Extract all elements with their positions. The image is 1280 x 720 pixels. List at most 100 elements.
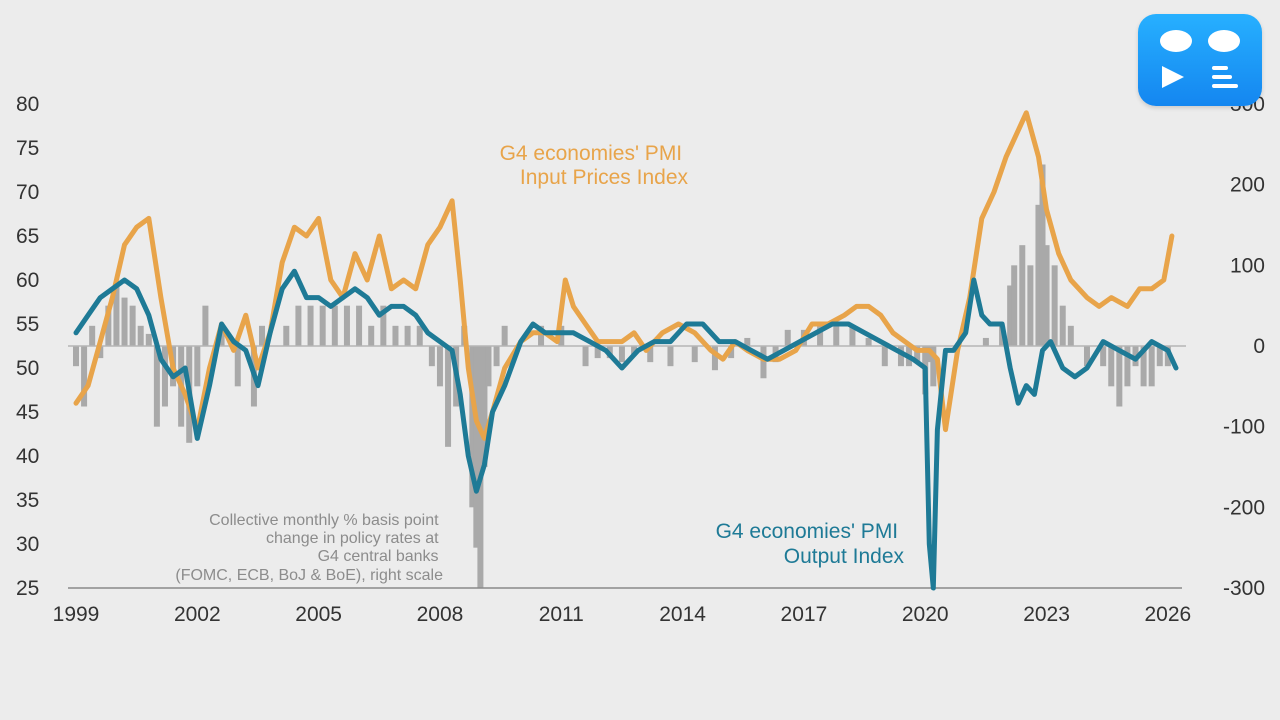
left-axis-tick-label: 55 bbox=[16, 313, 39, 336]
logo-eye-left bbox=[1160, 30, 1192, 52]
policy-rate-bar bbox=[392, 325, 399, 346]
policy-rate-bar bbox=[194, 346, 201, 387]
left-axis-tick-label: 35 bbox=[16, 489, 39, 512]
left-axis-tick-label: 60 bbox=[16, 269, 39, 292]
left-axis-tick-label: 40 bbox=[16, 445, 39, 468]
x-axis-tick-label: 2023 bbox=[1023, 603, 1070, 626]
right-axis-tick-label: -100 bbox=[1223, 416, 1265, 439]
policy-rate-bar bbox=[319, 305, 326, 346]
right-axis-ticks: 3002001000-100-200-300 bbox=[1223, 93, 1265, 600]
left-axis-tick-label: 75 bbox=[16, 137, 39, 160]
policy-rate-bar bbox=[331, 305, 338, 346]
policy-rate-bar bbox=[477, 346, 484, 588]
policy-rate-bar bbox=[930, 346, 937, 387]
right-axis-tick-label: -200 bbox=[1223, 496, 1265, 519]
left-axis-tick-label: 70 bbox=[16, 181, 39, 204]
x-axis-tick-label: 1999 bbox=[53, 603, 100, 626]
right-axis-tick-label: 0 bbox=[1253, 335, 1265, 358]
policy-rate-bar bbox=[667, 346, 674, 367]
policy-rate-bar bbox=[97, 346, 104, 359]
policy-rate-bar bbox=[129, 305, 136, 346]
policy-rate-bar bbox=[481, 346, 488, 467]
right-axis-tick-label: 100 bbox=[1230, 254, 1265, 277]
policy-rate-bar bbox=[137, 325, 144, 346]
pmi-lines bbox=[73, 110, 1179, 591]
policy-rate-bar bbox=[501, 325, 508, 346]
policy-rate-bar bbox=[1039, 164, 1046, 346]
policy-rate-bar bbox=[849, 325, 856, 346]
left-axis-tick-label: 30 bbox=[16, 533, 39, 556]
policy-rate-bar bbox=[307, 305, 314, 346]
policy-rate-bar bbox=[145, 333, 152, 346]
policy-rate-bar bbox=[380, 305, 387, 346]
policy-rate-bar bbox=[436, 346, 443, 387]
policy-rate-bar bbox=[711, 346, 718, 371]
policy-rate-bar bbox=[428, 346, 435, 367]
policy-rate-bar bbox=[1019, 245, 1026, 346]
policy-rate-bar bbox=[113, 285, 120, 346]
x-axis-tick-label: 2014 bbox=[659, 603, 706, 626]
policy-rate-bar bbox=[1124, 346, 1131, 387]
policy-rate-bar bbox=[1067, 325, 1074, 346]
x-axis-tick-label: 2020 bbox=[902, 603, 949, 626]
policy-rate-bar bbox=[594, 346, 601, 359]
bars-note: Collective monthly % basis point change … bbox=[175, 512, 443, 584]
policy-rate-bar bbox=[865, 337, 872, 346]
policy-rate-bar bbox=[416, 325, 423, 346]
policy-rate-bar bbox=[1051, 265, 1058, 346]
policy-rate-bar bbox=[817, 325, 824, 346]
policy-rate-bar bbox=[1059, 305, 1066, 346]
policy-rate-bar bbox=[1011, 265, 1018, 346]
policy-rate-bar bbox=[647, 346, 654, 363]
policy-rate-bar bbox=[728, 346, 735, 359]
policy-rate-bar bbox=[234, 346, 241, 387]
policy-rate-bar bbox=[1116, 346, 1123, 407]
x-axis-tick-label: 2011 bbox=[539, 603, 584, 626]
policy-rate-bar bbox=[1027, 265, 1034, 346]
policy-rate-bar bbox=[343, 305, 350, 346]
policy-rate-bar bbox=[356, 305, 363, 346]
policy-rate-bar bbox=[121, 297, 128, 346]
policy-rate-bar bbox=[760, 346, 767, 379]
policy-rate-bar bbox=[982, 337, 989, 346]
policy-rate-bar bbox=[1035, 204, 1042, 346]
policy-rate-bar bbox=[81, 346, 88, 407]
x-axis-tick-label: 2008 bbox=[417, 603, 464, 626]
policy-rate-bar bbox=[744, 337, 751, 346]
policy-rate-bar bbox=[259, 325, 266, 346]
policy-rate-bar bbox=[1083, 346, 1090, 367]
input-prices-series-line bbox=[73, 110, 1175, 441]
policy-rate-bar bbox=[153, 346, 160, 427]
output-index-series-line bbox=[73, 268, 1179, 591]
policy-rate-bar bbox=[538, 325, 545, 346]
logo-lines-icon bbox=[1212, 66, 1238, 88]
policy-rate-bar bbox=[784, 329, 791, 346]
policy-rate-bar bbox=[897, 346, 904, 367]
policy-rate-bar bbox=[368, 325, 375, 346]
policy-rate-bar bbox=[283, 325, 290, 346]
x-axis-ticks: 1999 2002 2005 2008 2011 2014 2017 2020 2023 2026 bbox=[53, 603, 1192, 626]
policy-rate-bar bbox=[161, 346, 168, 407]
logo-play-icon bbox=[1162, 66, 1184, 88]
policy-rate-bar bbox=[295, 305, 302, 346]
policy-rate-bar bbox=[926, 346, 933, 363]
left-axis-ticks: 80 75 70 65 60 55 50 45 40 35 30 25 bbox=[16, 93, 39, 600]
policy-rate-bar bbox=[485, 346, 492, 387]
policy-rate-bar bbox=[493, 346, 500, 367]
policy-rate-bar bbox=[1148, 346, 1155, 387]
left-axis-tick-label: 65 bbox=[16, 225, 39, 248]
policy-rate-bar bbox=[404, 325, 411, 346]
x-axis-tick-label: 2026 bbox=[1145, 603, 1192, 626]
policy-rate-bar bbox=[691, 346, 698, 363]
right-axis-tick-label: -300 bbox=[1223, 577, 1265, 600]
policy-rate-bar bbox=[914, 346, 921, 363]
policy-rate-bar bbox=[833, 325, 840, 346]
policy-rate-bar bbox=[618, 346, 625, 363]
output-index-label: G4 economies' PMI Output Index bbox=[716, 520, 905, 568]
input-prices-label: G4 economies' PMI Input Prices Index bbox=[500, 142, 689, 189]
app-logo-icon bbox=[1138, 14, 1262, 106]
policy-rate-bar bbox=[1043, 245, 1050, 346]
policy-rate-bar bbox=[89, 325, 96, 346]
policy-rate-bar bbox=[445, 346, 452, 447]
